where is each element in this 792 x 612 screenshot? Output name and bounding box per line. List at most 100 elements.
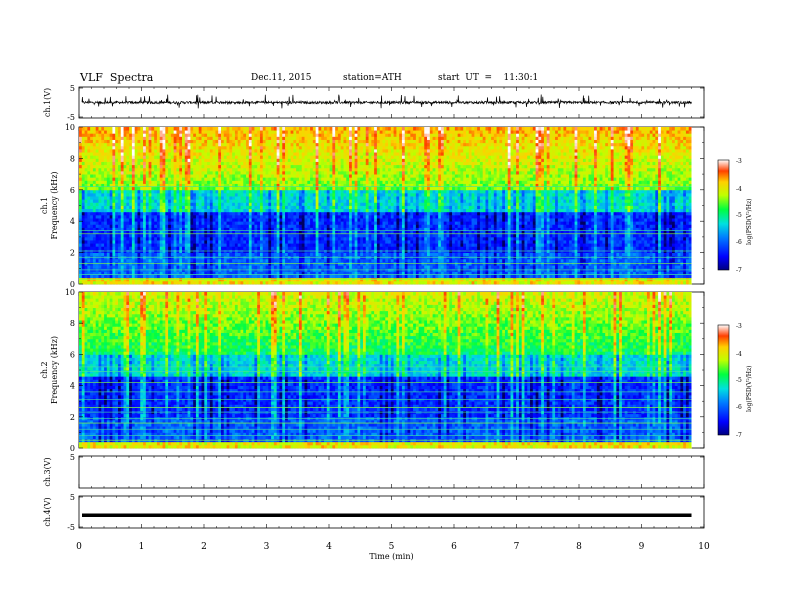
spectrogram-cell [310,240,314,244]
spectrogram-cell [418,240,422,244]
spectrogram-cell [140,227,144,232]
spectrogram-cell [92,227,97,232]
spectrogram-cell [168,218,172,222]
spectrogram-cell [335,274,339,279]
spectrogram-cell [496,233,500,238]
spectrogram-cell [112,243,116,247]
spectrogram-cell [655,227,659,232]
spectrogram-cell [354,224,358,228]
spectrogram-cell [438,233,442,238]
spectrogram-cell [298,246,303,250]
spectrogram-cell [106,230,111,235]
spectrogram-cell [182,240,186,244]
spectrogram-cell [543,274,548,279]
spectrogram-cell [504,265,509,269]
spectrogram-cell [491,221,495,225]
spectrogram-cell [154,258,158,263]
spectrogram-cell [143,271,147,275]
spectrogram-cell [165,252,169,257]
spectrogram-cell [332,218,336,222]
spectrogram-cell [332,214,336,219]
spectrogram-cell [184,218,188,222]
spectrogram-cell [362,271,367,275]
spectrogram-cell [649,227,653,232]
spectrogram-cell [223,240,227,244]
spectrogram-cell [318,230,322,235]
spectrogram-cell [193,227,197,232]
spectrogram-cell [140,240,144,244]
spectrogram-cell [265,214,269,219]
spectrogram-cell [427,274,431,279]
spectrogram-cell [332,240,336,244]
spectrogram-cell [521,227,525,232]
spectrogram-cell [413,252,417,257]
spectrogram-cell [566,236,570,241]
spectrogram-cell [585,218,589,222]
spectrogram-cell [610,233,614,238]
spectrogram-cell [407,227,411,232]
spectrogram-cell [677,240,681,244]
spectrogram-cell [324,271,328,275]
spectrogram-cell [279,246,283,250]
spectrogram-cell [337,265,342,269]
spectrogram-cell [574,221,578,225]
spectrogram-cell [215,230,219,235]
spectrogram-cell [502,274,506,279]
spectrogram-cell [518,236,523,241]
spectrogram-cell [644,243,648,247]
spectrogram-cell [104,218,108,222]
spectrogram-cell [298,221,303,225]
spectrogram-cell [613,258,617,263]
spectrogram-cell [290,240,294,244]
spectrogram-cell [596,218,601,222]
spectrogram-cell [538,271,542,275]
spectrogram-cell [193,271,197,275]
spectrogram-cell [248,236,253,241]
spectrogram-cell [368,233,372,238]
spectrogram-cell [145,240,149,244]
spectrogram-cell [663,221,667,225]
spectrogram-cell [596,240,601,244]
spectrogram-cell [649,252,653,257]
station-label: station=ATH [343,73,402,83]
spectrogram-cell [365,214,369,219]
spectrogram-cell [385,218,389,222]
spectrogram-cell [382,230,386,235]
spectrogram-cell [123,271,127,275]
spectrogram-cell [209,246,214,250]
spectrogram-cell [115,258,119,263]
spectrogram-cell [624,240,628,244]
spectrogram-cell [337,280,342,285]
spectrogram-cell [129,236,133,241]
spectrogram-cell [396,214,400,219]
spectrogram-cell [354,233,358,238]
spectrogram-cell [410,246,414,250]
spectrogram-cell [688,224,692,228]
spectrogram-cell [176,271,180,275]
spectrogram-cell [212,214,216,219]
spectrogram-cell [273,227,278,232]
spectrogram-cell [518,258,523,263]
spectrogram-cell [510,224,514,228]
spectrogram-cell [538,252,542,257]
spectrogram-cell [413,214,417,219]
spectrogram-cell [588,230,592,235]
spectrogram-cell [176,221,180,225]
spectrogram-cell [399,224,403,228]
spectrogram-cell [457,265,461,269]
spectrogram-cell [349,258,353,263]
spectrogram-cell [287,240,291,244]
spectrogram-cell [237,224,241,228]
spectrogram-cell [518,280,523,285]
spectrogram-cell [563,224,567,228]
spectrogram-cell [513,274,517,279]
spectrogram-cell [672,265,676,269]
spectrogram-cell [685,243,690,247]
spectrogram-cell [104,280,108,285]
spectrogram-cell [404,258,408,263]
spectrogram-cell [518,240,523,244]
spectrogram-cell [644,221,648,225]
spectrogram-cell [321,274,325,279]
spectrogram-cell [424,252,428,257]
spectrogram-cell [507,271,511,275]
